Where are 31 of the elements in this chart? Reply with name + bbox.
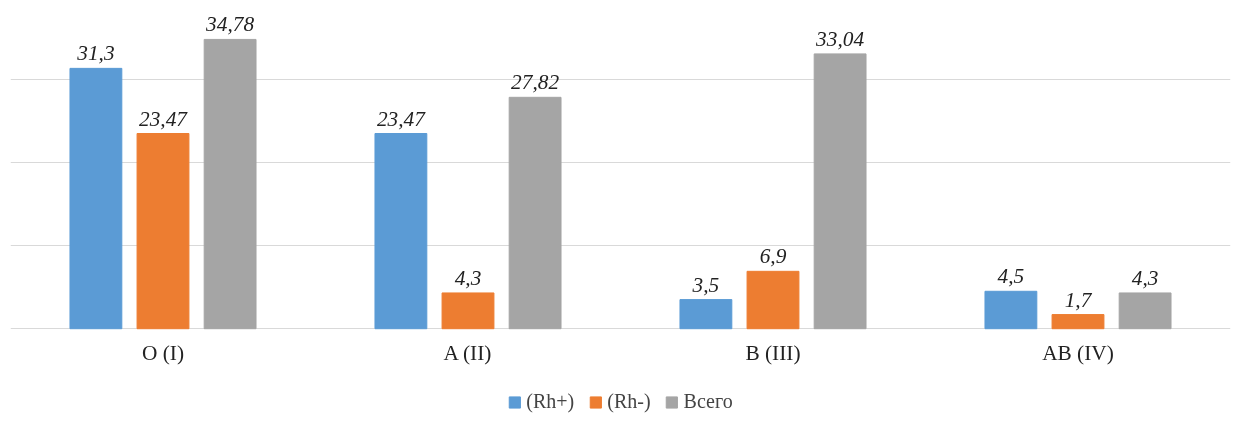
x-tick-label: AB (IV) (1042, 340, 1114, 365)
bar (679, 299, 733, 330)
x-tick-label: A (II) (443, 340, 492, 365)
bar (69, 67, 123, 330)
data-label: 27,82 (511, 70, 560, 95)
data-label: 33,04 (815, 26, 865, 51)
bar (136, 133, 190, 330)
data-label: 1,7 (1064, 287, 1093, 312)
legend-label: Всего (683, 390, 733, 413)
legend-label: (Rh-) (607, 390, 651, 413)
x-tick-label: O (I) (141, 340, 185, 365)
bar (1118, 292, 1172, 330)
bar (508, 96, 562, 330)
legend-label: (Rh+) (526, 390, 575, 413)
x-tick-label: B (III) (745, 340, 801, 365)
data-label: 23,47 (139, 106, 189, 131)
data-label: 4,3 (454, 265, 482, 290)
bar (746, 270, 800, 330)
bar (813, 53, 867, 330)
data-label: 4,5 (997, 264, 1025, 289)
data-label: 6,9 (759, 244, 787, 269)
data-label: 3,5 (691, 272, 720, 297)
data-label: 31,3 (76, 41, 115, 66)
bar (203, 38, 257, 330)
bar (1051, 314, 1105, 330)
bar (374, 133, 428, 330)
data-label: 4,3 (1131, 265, 1159, 290)
data-label: 34,78 (205, 12, 255, 37)
bar (984, 290, 1038, 330)
bar (441, 292, 495, 330)
data-label: 23,47 (376, 106, 427, 131)
